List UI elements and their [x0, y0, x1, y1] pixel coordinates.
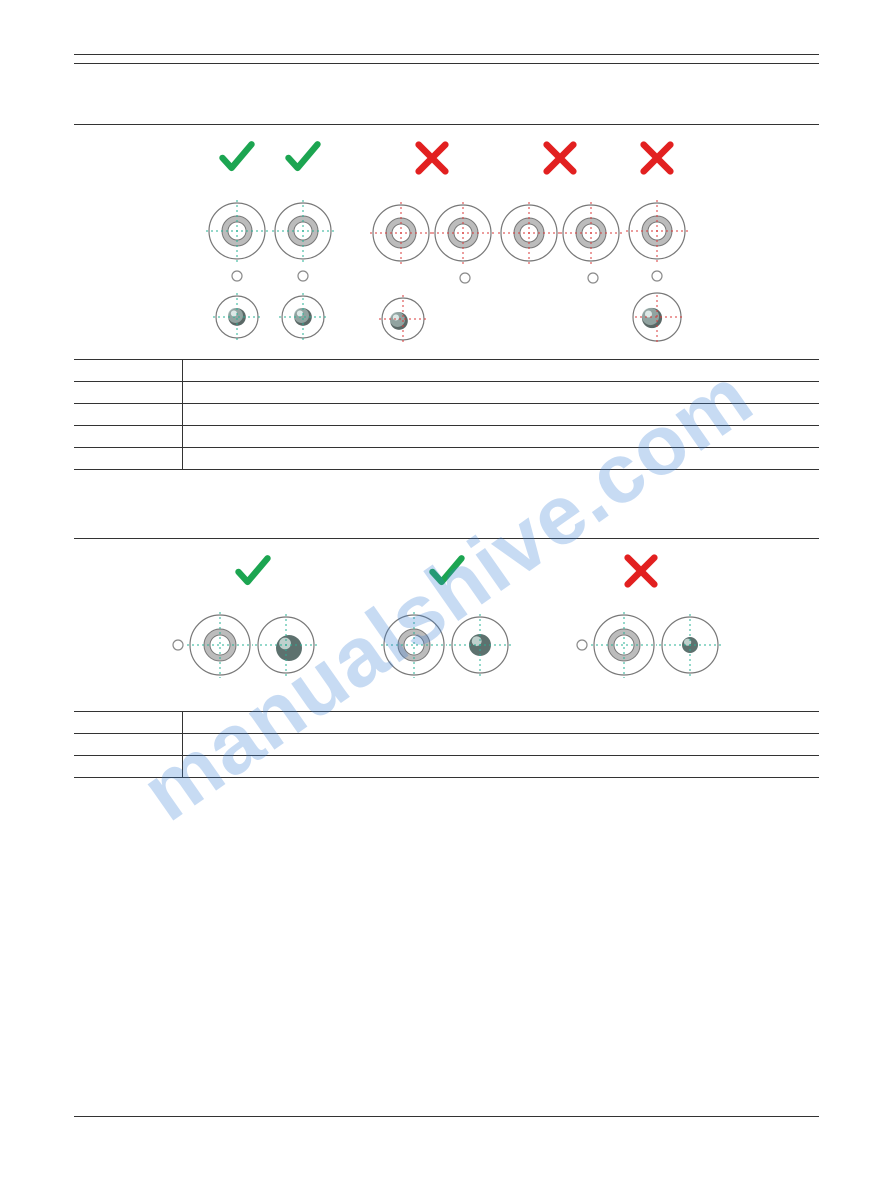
- ring-target: [381, 612, 447, 681]
- table-cell-right: [182, 382, 819, 404]
- table-cell-left: [74, 712, 182, 734]
- table-row: [74, 448, 819, 470]
- table-row: [74, 426, 819, 448]
- unit-pair: [575, 612, 723, 681]
- table-cell-left: [74, 426, 182, 448]
- table-row: [74, 712, 819, 734]
- ring-target: [626, 200, 688, 265]
- table-row: [74, 360, 819, 382]
- table-row: [74, 404, 819, 426]
- table-row: [74, 734, 819, 756]
- ring-pair: [498, 202, 622, 264]
- table-cell-left: [74, 756, 182, 778]
- small-dot: [206, 269, 268, 286]
- table-cell-right: [182, 712, 819, 734]
- mark-icon: [370, 139, 494, 180]
- table-cell-right: [182, 360, 819, 382]
- small-dot: [171, 638, 185, 655]
- mark-icon: [498, 139, 622, 180]
- small-dot: [370, 271, 494, 285]
- mark-icon: [381, 551, 513, 594]
- ball-target: [370, 294, 494, 344]
- small-dot: [575, 638, 589, 655]
- table-cell-right: [182, 734, 819, 756]
- ball-target: [206, 292, 268, 345]
- small-dot: [272, 269, 334, 286]
- table-cell-left: [74, 734, 182, 756]
- ball-target: [253, 612, 319, 681]
- unit-pair: [171, 612, 319, 681]
- ball-target: [272, 292, 334, 345]
- mark-icon: [626, 139, 688, 180]
- table-cell-left: [74, 360, 182, 382]
- ball-target: [626, 292, 688, 345]
- ring-target: [591, 612, 657, 681]
- table-2: [74, 711, 819, 778]
- table-cell-left: [74, 404, 182, 426]
- table-cell-right: [182, 756, 819, 778]
- ball-target: [447, 612, 513, 681]
- table-row: [74, 382, 819, 404]
- ball-target: [657, 612, 723, 681]
- table-cell-right: [182, 426, 819, 448]
- diagram-2: [74, 551, 819, 681]
- mark-icon: [575, 552, 707, 593]
- table-row: [74, 756, 819, 778]
- ring-target: [272, 200, 334, 265]
- ring-pair: [370, 202, 494, 264]
- table-cell-left: [74, 382, 182, 404]
- ring-target: [187, 612, 253, 681]
- mark-icon: [206, 137, 268, 180]
- ring-target: [206, 200, 268, 265]
- diagram-1: [74, 137, 819, 345]
- mark-icon: [272, 137, 334, 180]
- table-cell-right: [182, 404, 819, 426]
- table-cell-left: [74, 448, 182, 470]
- table-1: [74, 359, 819, 470]
- unit-pair: [381, 612, 513, 681]
- small-dot: [626, 269, 688, 286]
- small-dot: [498, 271, 622, 285]
- table-cell-right: [182, 448, 819, 470]
- mark-icon: [187, 551, 319, 594]
